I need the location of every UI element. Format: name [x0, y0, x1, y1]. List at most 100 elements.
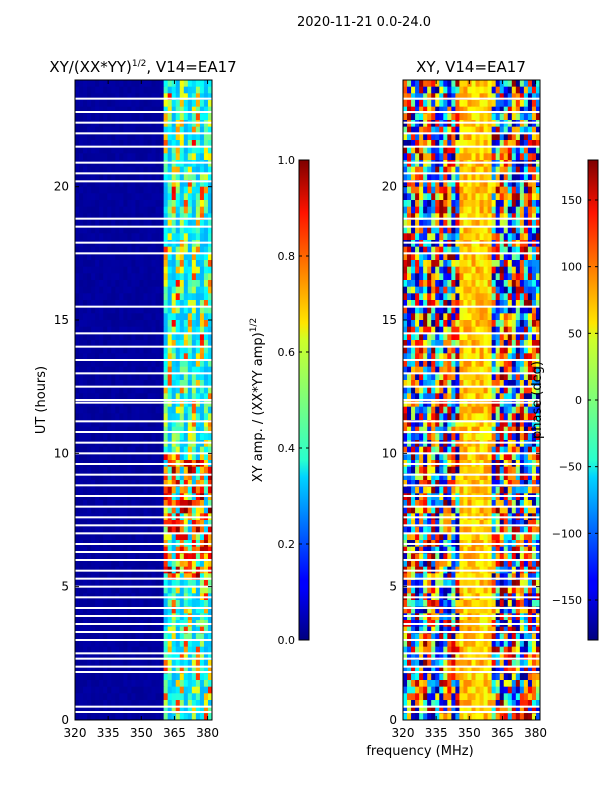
heat-cell: [127, 693, 133, 701]
heat-cell: [195, 520, 201, 528]
heat-cell: [79, 180, 84, 188]
heat-cell: [151, 586, 157, 594]
heat-cell: [95, 626, 100, 634]
heat-cell: [119, 106, 124, 114]
heat-cell: [471, 100, 477, 108]
heat-cell: [159, 480, 165, 488]
heat-cell: [139, 200, 145, 208]
heat-cell: [147, 393, 153, 401]
heat-cell: [427, 126, 432, 134]
heat-cell: [167, 573, 173, 581]
heat-cell: [187, 193, 193, 201]
heat-cell: [443, 253, 448, 261]
heat-cell: [163, 306, 169, 314]
heat-cell: [163, 286, 169, 294]
heat-cell: [203, 193, 209, 201]
heat-cell: [83, 560, 88, 568]
heat-cell: [123, 306, 128, 314]
heat-cell: [195, 673, 201, 681]
heat-cell: [143, 133, 149, 141]
heat-cell: [155, 580, 161, 588]
heat-cell: [199, 353, 205, 361]
heat-cell: [119, 146, 124, 154]
heat-cell: [523, 360, 529, 368]
heat-cell: [187, 706, 193, 714]
heat-cell: [495, 320, 501, 328]
heat-cell: [139, 693, 145, 701]
heat-cell: [103, 686, 108, 694]
heat-cell: [407, 193, 412, 201]
heat-cell: [87, 280, 92, 288]
heat-cell: [523, 373, 529, 381]
heat-cell: [79, 333, 84, 341]
heat-cell: [499, 173, 505, 181]
heat-cell: [415, 106, 420, 114]
heat-cell: [463, 193, 469, 201]
heat-cell: [175, 80, 181, 88]
heat-cell: [435, 353, 440, 361]
heat-cell: [175, 506, 181, 514]
heat-cell: [139, 666, 145, 674]
heat-cell: [415, 326, 420, 334]
heat-cell: [447, 346, 452, 354]
heat-cell: [471, 213, 477, 221]
heat-cell: [507, 320, 513, 328]
heat-cell: [535, 173, 540, 181]
heat-cell: [159, 180, 165, 188]
heat-cell: [407, 220, 412, 228]
heat-cell: [511, 326, 517, 334]
heat-cell: [163, 380, 169, 388]
heat-cell: [523, 260, 529, 268]
heat-cell: [203, 480, 209, 488]
heat-cell: [95, 186, 100, 194]
heat-cell: [199, 80, 205, 88]
heat-cell: [475, 186, 481, 194]
heat-cell: [167, 393, 173, 401]
heat-cell: [159, 93, 165, 101]
heat-cell: [483, 393, 489, 401]
heat-cell: [443, 193, 448, 201]
heat-cell: [475, 293, 481, 301]
heat-cell: [179, 113, 185, 121]
heat-cell: [171, 546, 177, 554]
heat-cell: [191, 606, 197, 614]
heat-cell: [191, 213, 197, 221]
heat-cell: [91, 506, 96, 514]
heat-cell: [131, 333, 137, 341]
heat-cell: [107, 133, 112, 141]
heat-cell: [151, 153, 157, 161]
heat-cell: [131, 200, 137, 208]
heat-cell: [191, 660, 197, 668]
heat-cell: [123, 673, 128, 681]
heat-cell: [91, 233, 96, 241]
heat-cell: [471, 180, 477, 188]
heat-cell: [183, 486, 189, 494]
heat-cell: [403, 186, 408, 194]
heat-cell: [91, 466, 96, 474]
heat-cell: [183, 220, 189, 228]
heat-cell: [79, 166, 84, 174]
heat-cell: [135, 706, 141, 714]
heat-cell: [435, 260, 440, 268]
heat-cell: [75, 306, 80, 314]
heat-cell: [171, 426, 177, 434]
heat-cell: [127, 413, 133, 421]
heat-cell: [503, 106, 509, 114]
heat-cell: [479, 273, 485, 281]
heat-cell: [511, 100, 517, 108]
heat-cell: [131, 313, 137, 321]
heat-cell: [123, 373, 128, 381]
heat-cell: [103, 433, 108, 441]
heat-cell: [531, 313, 537, 321]
heat-cell: [499, 226, 505, 234]
heat-cell: [191, 193, 197, 201]
heat-cell: [463, 313, 469, 321]
heat-cell: [435, 173, 440, 181]
heat-cell: [531, 246, 537, 254]
heat-cell: [95, 586, 100, 594]
heat-cell: [499, 220, 505, 228]
heat-cell: [115, 153, 120, 161]
heat-cell: [467, 380, 473, 388]
heat-cell: [187, 580, 193, 588]
heat-cell: [471, 320, 477, 328]
